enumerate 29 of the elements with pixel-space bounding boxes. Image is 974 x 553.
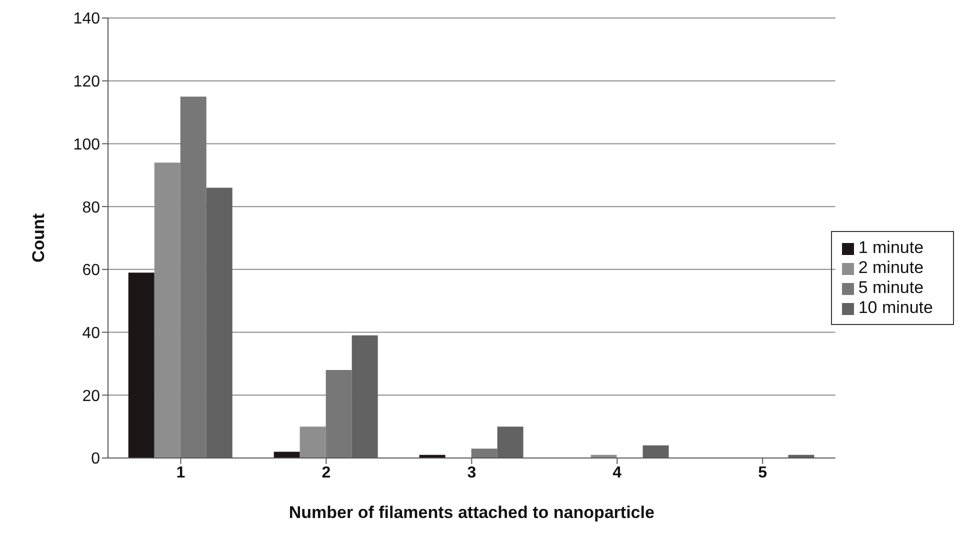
bar bbox=[128, 272, 154, 458]
bar bbox=[471, 448, 498, 458]
legend-label: 1 minute bbox=[858, 238, 924, 257]
legend-label: 10 minute bbox=[858, 298, 933, 317]
bar bbox=[300, 426, 326, 458]
bar bbox=[326, 370, 352, 458]
bar bbox=[180, 96, 206, 458]
y-tick-label: 120 bbox=[73, 74, 100, 91]
y-tick-label: 40 bbox=[82, 324, 100, 342]
x-axis-title: Number of filaments attached to nanoparticle bbox=[288, 503, 654, 522]
x-tick-label: 4 bbox=[612, 464, 622, 482]
legend-label: 5 minute bbox=[858, 278, 924, 297]
bar bbox=[642, 445, 669, 458]
y-axis-title: Count bbox=[29, 213, 48, 263]
y-tick-label: 20 bbox=[82, 388, 100, 405]
x-tick-label: 3 bbox=[467, 464, 476, 482]
bar bbox=[352, 335, 378, 458]
y-tick-label: 0 bbox=[91, 450, 100, 468]
bar bbox=[274, 452, 300, 458]
x-tick-label: 2 bbox=[322, 464, 331, 482]
y-tick-label: 80 bbox=[82, 199, 100, 216]
x-tick-label: 1 bbox=[176, 464, 186, 482]
bar bbox=[497, 426, 524, 458]
y-tick-label: 140 bbox=[73, 10, 100, 28]
y-tick-label: 100 bbox=[73, 136, 100, 154]
y-tick-label: 60 bbox=[82, 262, 100, 280]
bar bbox=[206, 188, 232, 458]
x-tick-label: 5 bbox=[758, 464, 768, 482]
legend-label: 2 minute bbox=[858, 258, 924, 277]
